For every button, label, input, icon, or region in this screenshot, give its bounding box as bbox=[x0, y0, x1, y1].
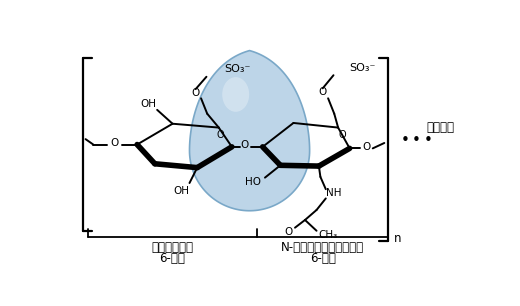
Text: •: • bbox=[401, 133, 410, 148]
Text: NH: NH bbox=[326, 188, 341, 198]
Text: 6-确酸: 6-确酸 bbox=[160, 252, 186, 265]
Text: O: O bbox=[191, 88, 200, 98]
Text: N-アセチルグルコサミン: N-アセチルグルコサミン bbox=[281, 241, 365, 254]
Text: O: O bbox=[338, 130, 346, 140]
Text: 6-确酸: 6-确酸 bbox=[310, 252, 335, 265]
Text: n: n bbox=[394, 232, 401, 245]
Text: OH: OH bbox=[174, 186, 190, 196]
Text: ガラクトース: ガラクトース bbox=[151, 241, 193, 254]
Text: •: • bbox=[412, 133, 421, 148]
Text: O: O bbox=[319, 87, 327, 97]
Text: SO₃⁻: SO₃⁻ bbox=[224, 64, 251, 74]
Text: O: O bbox=[362, 142, 371, 152]
Text: O: O bbox=[216, 129, 224, 140]
Text: HO: HO bbox=[244, 177, 261, 187]
Text: O: O bbox=[111, 138, 119, 148]
Ellipse shape bbox=[222, 77, 249, 112]
Polygon shape bbox=[189, 50, 309, 211]
Text: SO₃⁻: SO₃⁻ bbox=[349, 62, 376, 73]
Text: 繰り返し: 繰り返し bbox=[426, 121, 454, 134]
Text: O: O bbox=[284, 227, 292, 237]
Text: OH: OH bbox=[140, 99, 156, 110]
Text: •: • bbox=[424, 133, 433, 148]
Text: CH₃: CH₃ bbox=[318, 230, 337, 240]
Text: O: O bbox=[241, 140, 249, 150]
